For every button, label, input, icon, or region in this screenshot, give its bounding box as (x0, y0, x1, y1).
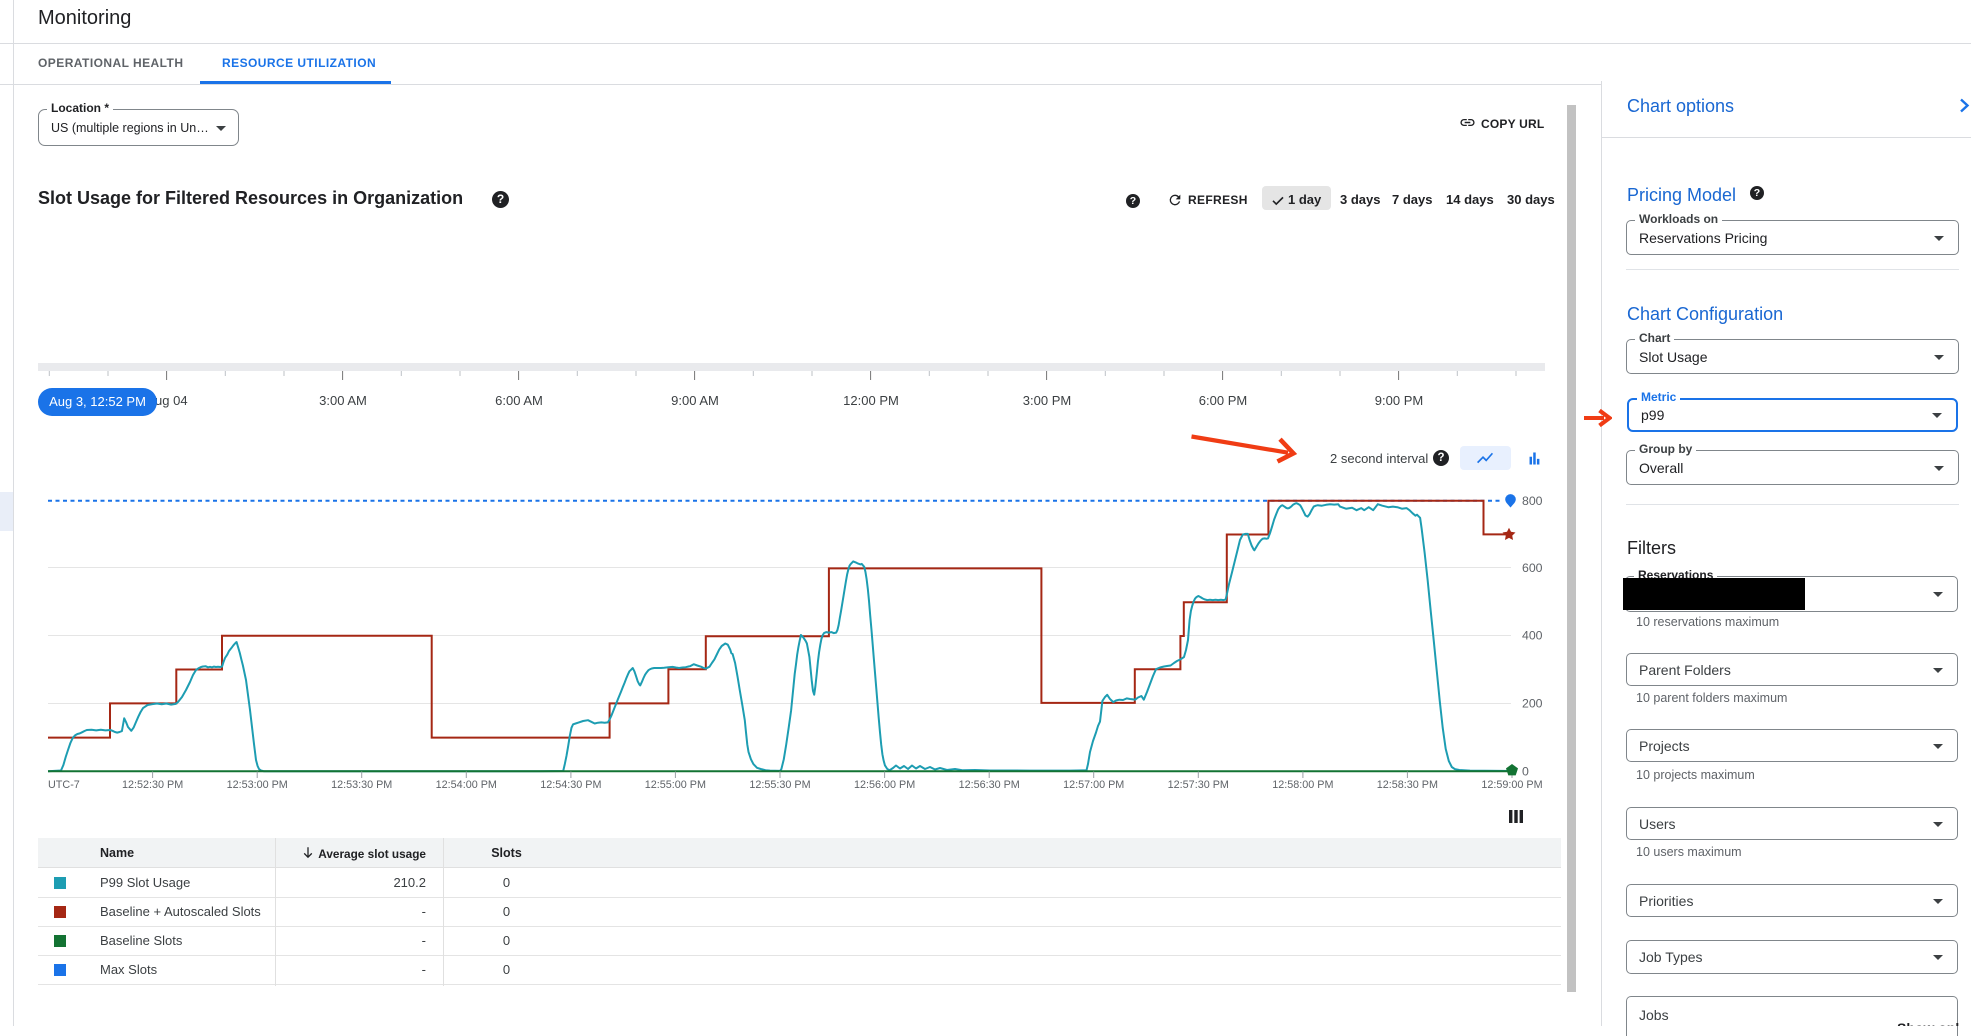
svg-text:UTC-7: UTC-7 (48, 779, 80, 791)
svg-text:400: 400 (1522, 629, 1543, 643)
svg-text:12:53:00 PM: 12:53:00 PM (227, 779, 288, 791)
svg-text:12:56:30 PM: 12:56:30 PM (959, 779, 1020, 791)
svg-text:0: 0 (1522, 764, 1529, 778)
svg-text:12:52:30 PM: 12:52:30 PM (122, 779, 183, 791)
svg-text:200: 200 (1522, 696, 1543, 710)
svg-text:12:56:00 PM: 12:56:00 PM (854, 779, 915, 791)
svg-text:12:57:30 PM: 12:57:30 PM (1168, 779, 1229, 791)
svg-text:12:59:00 PM: 12:59:00 PM (1481, 779, 1542, 791)
svg-text:12:53:30 PM: 12:53:30 PM (331, 779, 392, 791)
svg-text:12:58:30 PM: 12:58:30 PM (1377, 779, 1438, 791)
svg-text:12:54:00 PM: 12:54:00 PM (436, 779, 497, 791)
svg-text:12:55:00 PM: 12:55:00 PM (645, 779, 706, 791)
svg-text:12:55:30 PM: 12:55:30 PM (749, 779, 810, 791)
svg-text:12:54:30 PM: 12:54:30 PM (540, 779, 601, 791)
svg-text:600: 600 (1522, 561, 1543, 575)
svg-text:12:57:00 PM: 12:57:00 PM (1063, 779, 1124, 791)
svg-text:800: 800 (1522, 494, 1543, 508)
svg-text:12:58:00 PM: 12:58:00 PM (1272, 779, 1333, 791)
